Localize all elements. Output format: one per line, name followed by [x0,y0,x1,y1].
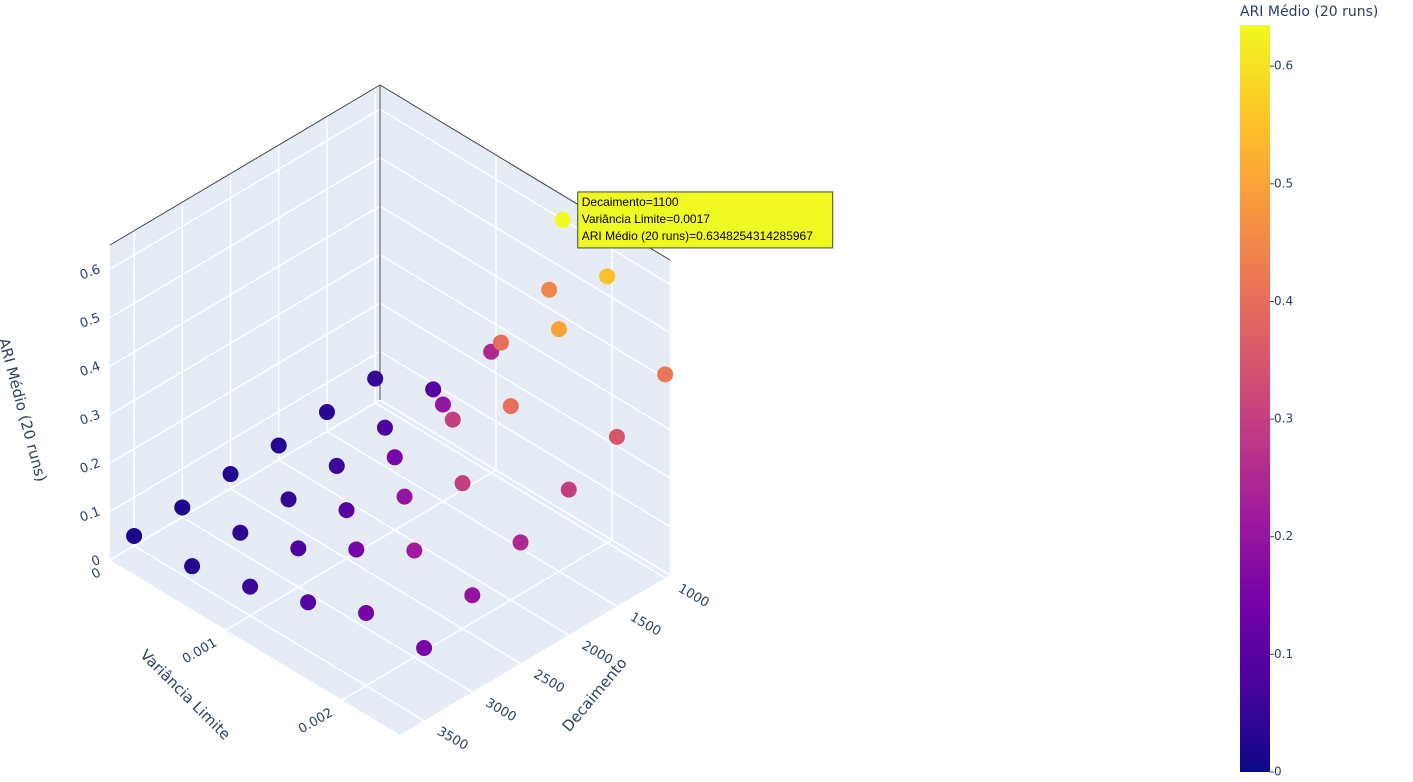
colorbar-title: ARI Médio (20 runs) [1240,4,1378,20]
scene [109,84,671,735]
grid-line [379,108,671,285]
z-tick-label: 0.4 [78,359,103,380]
axis-line [109,84,381,246]
x-tick-label: 2000 [579,639,615,669]
point [657,366,674,383]
point [454,475,471,492]
wall [110,85,380,560]
point [541,281,558,298]
point [358,605,375,622]
point [300,594,317,611]
z-tick-label: 0.1 [78,504,103,525]
grid-line [109,205,381,367]
colorbar-tick-label: 0.1 [1274,647,1293,661]
grid-line [109,399,381,561]
point [406,542,423,559]
hover-box [577,191,834,249]
point [184,558,201,575]
z-tick-label: 0.2 [78,456,103,477]
point [608,428,625,445]
grid-line [379,253,671,431]
grid-line [278,459,570,636]
point [599,268,616,285]
point [174,499,191,516]
grid-line [109,108,381,270]
colorbar-tick-label: 0.2 [1274,529,1293,543]
colorbar-tick-label: 0 [1274,765,1282,779]
z-axis-title: ARI Médio (20 runs) [0,336,50,484]
grid-line [133,545,425,722]
point [338,502,355,519]
colorbar [1240,25,1270,772]
point [396,488,413,505]
z-tick-label: 0.3 [78,408,103,429]
grid-line [109,253,381,416]
point [492,334,509,351]
grid-line [374,402,666,579]
point [290,540,307,557]
point [554,211,571,228]
grid-line [379,205,671,382]
grid-line [230,487,521,665]
point [376,419,393,436]
grid-line [326,430,618,608]
point [328,457,345,474]
point [416,640,433,657]
grid-line [181,516,473,693]
z-tick-label: 0.6 [78,262,103,283]
point [318,404,335,421]
point [560,481,577,498]
point [464,587,481,604]
point [502,398,519,415]
x-axis-title: Decaimento [559,654,631,735]
point [367,370,384,387]
x-tick-label: 2500 [531,667,567,697]
point [425,381,442,398]
x-tick-label: 3000 [483,696,519,726]
point [280,491,297,508]
colorbar-tick-label: 0.6 [1274,59,1293,73]
grid-line [379,399,671,576]
colorbar-tick-label: 0.5 [1274,176,1293,190]
x-tick-label: 1500 [627,610,663,640]
point [444,411,461,428]
point [386,449,403,466]
point [270,437,287,454]
grid-line [379,157,671,334]
y-tick-label: 0.001 [180,636,220,668]
wall [380,85,670,575]
colorbar-tick-label: 0.4 [1274,294,1293,308]
point [242,578,259,595]
point [222,466,239,483]
point [512,534,529,551]
colorbar-tick-label: 0.3 [1274,412,1293,426]
hover-text: Variância Limite=0.0017 [582,212,711,226]
grid-line [379,350,671,528]
point [348,541,365,558]
grid-line [341,539,613,701]
floor [110,400,670,735]
point [126,528,143,545]
grid-line [109,350,381,513]
x-tick-label: 1000 [675,581,711,611]
point [232,524,249,541]
grid-line [379,302,671,479]
x-tick-label: 3500 [434,724,470,754]
point [434,396,451,413]
grid-line [109,302,381,464]
hover-text: ARI Médio (20 runs)=0.6348254314285967 [582,229,813,243]
y-tick-label: 0.002 [296,706,336,738]
point [550,321,567,338]
z-tick-label: 0.5 [78,311,103,332]
hover-text: Decaimento=1100 [582,195,679,209]
grid-line [109,157,381,319]
